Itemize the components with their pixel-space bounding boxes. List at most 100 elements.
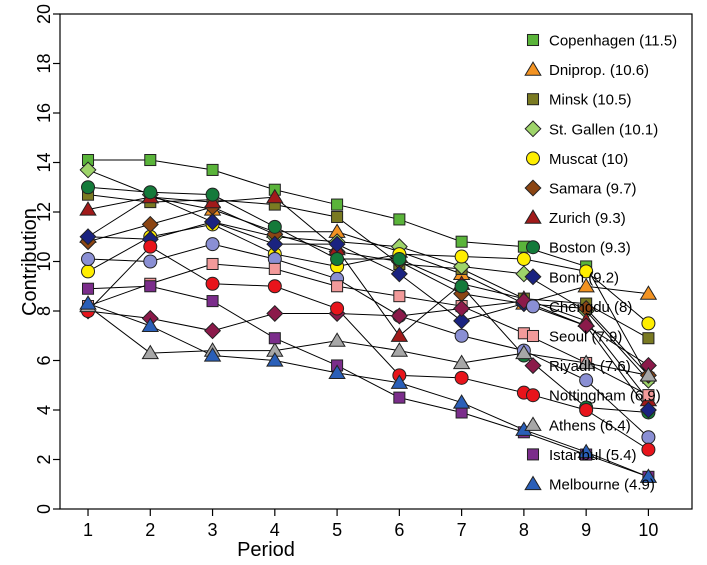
legend-label-riyadh: Riyadh (7.6) [549,358,631,375]
y-tick-label: 14 [34,152,54,172]
series-line-athens [87,305,649,376]
point-seoul-4 [268,262,281,275]
point-melbourne-5 [328,364,346,379]
legend-item-seoul: Seoul (7.9) [526,329,622,346]
point-muscat-1 [81,264,96,279]
y-tick-label: 12 [34,202,54,222]
point-bonn-6 [390,265,408,283]
y-axis-title: Contribution [19,208,41,316]
series-line-zurich [87,196,649,401]
point-bonn-5 [328,235,346,253]
legend-marker-copenhagen [526,33,540,47]
legend-marker-melbourne [524,475,542,491]
legend-marker-samara [524,179,542,197]
legend-item-athens: Athens (6.4) [524,416,631,434]
point-nottingham-4 [267,279,282,294]
point-melbourne-7 [452,394,471,409]
point-athens-10 [639,366,658,382]
point-athens-8 [515,344,533,360]
point-minsk-5 [331,210,344,223]
legend-item-chengdu: Chengdu (8) [526,299,632,316]
legend-marker-st-gallen [524,120,542,138]
series-lines [87,159,649,478]
point-riyadh-3 [204,322,222,340]
y-tick-label: 2 [34,454,54,464]
point-riyadh-7 [453,300,471,318]
point-riyadh-6 [390,307,408,325]
point-copenhagen-6 [393,213,406,226]
y-tick-label: 20 [34,4,54,24]
point-bonn-4 [266,235,284,253]
series-line-istanbul [87,285,649,478]
point-bonn-10 [639,401,657,419]
point-st-gallen-7 [453,257,471,275]
x-tick-label: 7 [457,520,467,540]
legend-label-copenhagen: Copenhagen (11.5) [549,33,677,50]
legend-label-melbourne: Melbourne (4.9) [549,477,655,494]
legend-label-dniprop: Dniprop. (10.6) [549,62,649,79]
y-tick-label: 0 [34,504,54,514]
legend-marker-bonn [524,268,542,286]
legend-label-seoul: Seoul (7.9) [549,329,622,346]
point-athens-6 [390,342,409,357]
series-line-nottingham [87,246,649,451]
point-nottingham-7 [454,370,469,385]
point-nottingham-5 [330,301,345,316]
x-tick-label: 4 [270,520,280,540]
legend-item-minsk: Minsk (10.5) [526,92,632,109]
point-boston-6 [392,252,407,267]
point-muscat-7 [454,249,469,264]
legend-marker-istanbul [526,448,540,461]
series-line-bonn [87,221,649,411]
series-line-chengdu [87,243,649,438]
legend-marker-boston [526,240,540,255]
legend-label-muscat: Muscat (10) [549,151,628,168]
point-zurich-1 [79,201,97,216]
point-muscat-8 [516,252,531,267]
legend-label-istanbul: Istanbul (5.4) [549,447,637,464]
series-line-minsk [87,194,649,339]
point-nottingham-3 [205,276,220,291]
x-tick-label: 6 [394,520,404,540]
point-nottingham-10 [641,442,656,457]
point-melbourne-9 [577,443,595,459]
point-melbourne-2 [141,317,160,332]
legend: Copenhagen (11.5) Dniprop. (10.6) Minsk (1… [524,33,677,494]
x-tick-label: 5 [332,520,342,540]
legend-item-dniprop: Dniprop. (10.6) [524,61,649,79]
point-chengdu-10 [641,430,656,445]
point-athens-5 [328,332,346,347]
point-zurich-6 [390,327,409,342]
y-tick-label: 8 [34,306,54,316]
legend-item-st-gallen: St. Gallen (10.1) [524,120,658,138]
point-chengdu-1 [81,252,96,267]
legend-marker-dniprop [524,61,542,76]
point-copenhagen-3 [206,163,219,176]
point-chengdu-7 [454,328,469,343]
point-boston-4 [267,219,282,234]
point-athens-7 [452,354,471,370]
point-istanbul-3 [206,295,219,308]
legend-marker-seoul [526,329,540,343]
point-boston-1 [81,180,96,195]
point-st-gallen-1 [79,161,97,179]
point-copenhagen-5 [331,198,344,211]
legend-item-boston: Boston (9.3) [526,240,631,257]
series-line-seoul [87,263,649,396]
legend-marker-minsk [526,93,540,106]
legend-marker-riyadh [524,357,542,375]
y-tick-label: 6 [34,355,54,365]
point-seoul-3 [206,257,219,271]
legend-marker-zurich [524,209,542,224]
y-tick-label: 18 [34,53,54,73]
legend-label-bonn: Bonn (9.2) [549,269,619,286]
legend-item-bonn: Bonn (9.2) [524,268,619,286]
legend-item-nottingham: Nottingham (6.9) [526,388,661,405]
series-line-dniprop [87,196,649,305]
point-zurich-4 [266,188,284,204]
legend-label-chengdu: Chengdu (8) [549,299,632,316]
point-muscat-9 [579,264,594,279]
point-nottingham-2 [143,239,158,254]
